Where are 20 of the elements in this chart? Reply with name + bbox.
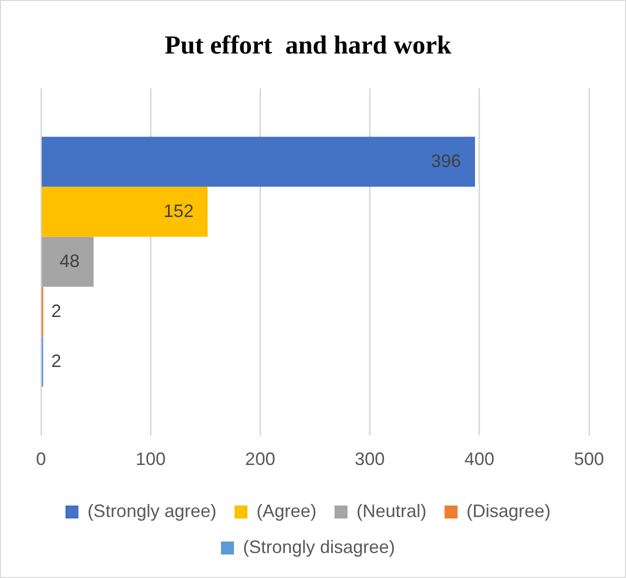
data-label: 48 (60, 250, 80, 271)
data-label: 152 (164, 200, 194, 221)
x-tick-label: 400 (464, 449, 494, 470)
x-tick-label: 300 (354, 449, 385, 470)
data-label: 2 (51, 300, 62, 321)
x-tick-label: 200 (245, 449, 276, 470)
bar (42, 136, 476, 187)
bar (42, 236, 94, 287)
x-tick-label: 100 (136, 449, 166, 470)
bar (42, 186, 208, 237)
legend-label: (Disagree) (466, 500, 551, 521)
legend-label: (Agree) (256, 500, 317, 521)
data-label: 2 (51, 350, 62, 371)
legend-label: (Strongly agree) (87, 500, 217, 521)
legend-label: (Neutral) (356, 500, 427, 521)
legend-label: (Strongly disagree) (242, 536, 396, 557)
x-tick-label: 500 (574, 449, 604, 470)
chart-title: Put effort and hard work (164, 30, 452, 60)
data-label: 396 (430, 150, 462, 171)
x-tick-label: 0 (36, 449, 46, 470)
